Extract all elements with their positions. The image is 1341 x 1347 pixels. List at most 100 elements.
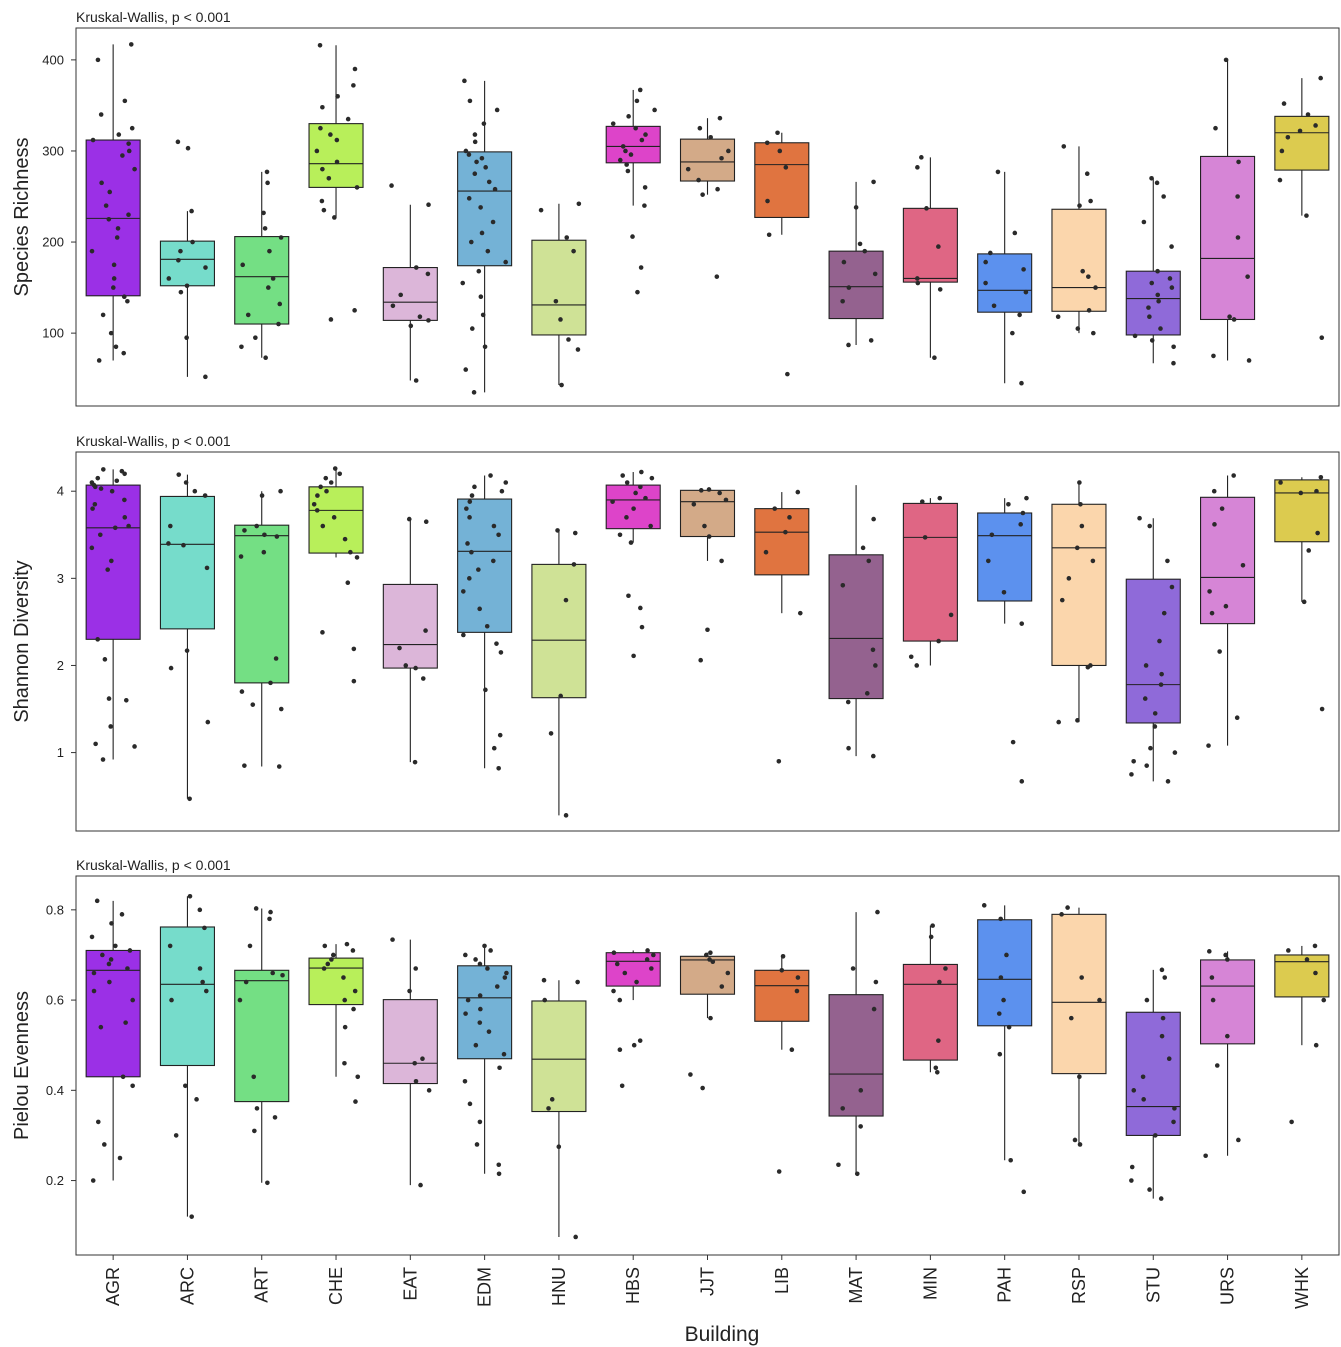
- data-point: [277, 301, 283, 307]
- data-point: [725, 970, 731, 976]
- box-body: [1051, 913, 1107, 1075]
- data-point: [261, 549, 267, 555]
- data-point: [482, 344, 488, 350]
- box-min: [902, 155, 958, 361]
- data-point: [413, 265, 419, 270]
- data-point: [354, 555, 360, 560]
- data-point: [981, 903, 987, 908]
- data-point: [708, 1015, 713, 1021]
- data-point: [96, 358, 102, 363]
- data-point: [1147, 314, 1152, 320]
- data-point: [937, 979, 942, 985]
- data-point: [111, 262, 117, 268]
- data-point: [783, 165, 789, 170]
- data-point: [1162, 975, 1168, 980]
- data-point: [1165, 558, 1170, 564]
- data-point: [702, 523, 707, 529]
- data-point: [101, 467, 106, 472]
- data-point: [351, 646, 357, 652]
- data-point: [1166, 1056, 1172, 1062]
- data-point: [553, 298, 559, 304]
- data-point: [1001, 997, 1006, 1003]
- data-point: [397, 645, 402, 651]
- data-point: [575, 347, 581, 352]
- data-point: [467, 98, 473, 104]
- data-point: [933, 1065, 939, 1071]
- data-point: [108, 957, 114, 962]
- data-point: [775, 130, 780, 136]
- y-tick-label: 100: [42, 326, 64, 341]
- data-point: [334, 137, 340, 143]
- data-point: [504, 970, 509, 976]
- y-tick-label: 300: [42, 143, 64, 158]
- data-point: [986, 558, 991, 564]
- data-point: [323, 475, 329, 481]
- box-che: [308, 941, 364, 1104]
- data-point: [698, 488, 704, 493]
- data-point: [1278, 480, 1283, 485]
- data-point: [351, 1006, 356, 1012]
- data-point: [871, 179, 876, 185]
- data-point: [1149, 280, 1155, 286]
- box-body: [828, 994, 884, 1117]
- data-point: [390, 303, 396, 309]
- data-point: [318, 484, 323, 490]
- data-point: [342, 536, 348, 542]
- data-point: [1004, 952, 1009, 958]
- data-point: [1235, 194, 1240, 199]
- box-body: [1125, 270, 1181, 336]
- data-point: [1246, 358, 1252, 363]
- data-point: [1289, 1119, 1294, 1125]
- panel-3: Kruskal-Wallis, p < 0.001 Pielou Evenness…: [11, 857, 1340, 1256]
- data-point: [649, 475, 655, 481]
- data-point: [272, 1115, 278, 1120]
- data-point: [914, 663, 920, 668]
- data-point: [626, 593, 631, 599]
- data-point: [254, 523, 259, 529]
- data-point: [723, 497, 729, 503]
- data-point: [467, 576, 472, 581]
- data-point: [633, 125, 638, 131]
- data-point: [1212, 522, 1217, 527]
- box-body: [754, 969, 810, 1022]
- data-point: [253, 335, 258, 340]
- y-tick-label: 0.2: [46, 1173, 64, 1188]
- data-point: [90, 137, 96, 143]
- data-point: [1301, 599, 1307, 605]
- data-point: [265, 180, 270, 186]
- data-point: [1161, 610, 1167, 616]
- data-point: [1144, 763, 1150, 768]
- data-point: [617, 157, 623, 163]
- data-point: [102, 1142, 107, 1147]
- data-point: [1024, 495, 1029, 501]
- box-body: [679, 955, 736, 995]
- data-point: [476, 268, 482, 274]
- data-point: [691, 501, 697, 507]
- data-point: [324, 488, 329, 494]
- data-point: [112, 525, 118, 531]
- data-point: [423, 519, 429, 525]
- data-point: [119, 468, 125, 474]
- data-point: [478, 294, 484, 299]
- data-point: [168, 523, 173, 529]
- data-point: [254, 1106, 260, 1111]
- box-body: [1200, 959, 1256, 1045]
- data-point: [772, 506, 778, 511]
- data-point: [1159, 1033, 1165, 1039]
- data-point: [314, 148, 320, 154]
- data-point: [928, 934, 934, 940]
- data-point: [998, 975, 1004, 980]
- data-point: [253, 906, 259, 911]
- box-jjt: [679, 487, 736, 663]
- data-point: [466, 196, 472, 201]
- data-point: [126, 523, 131, 529]
- data-point: [95, 475, 101, 481]
- data-point: [1321, 997, 1327, 1003]
- x-tick-label: URS: [1218, 1267, 1238, 1305]
- data-point: [484, 623, 490, 629]
- data-point: [871, 516, 876, 522]
- box-body: [382, 999, 438, 1085]
- data-point: [871, 753, 876, 759]
- data-point: [1279, 148, 1285, 154]
- data-point: [948, 612, 954, 618]
